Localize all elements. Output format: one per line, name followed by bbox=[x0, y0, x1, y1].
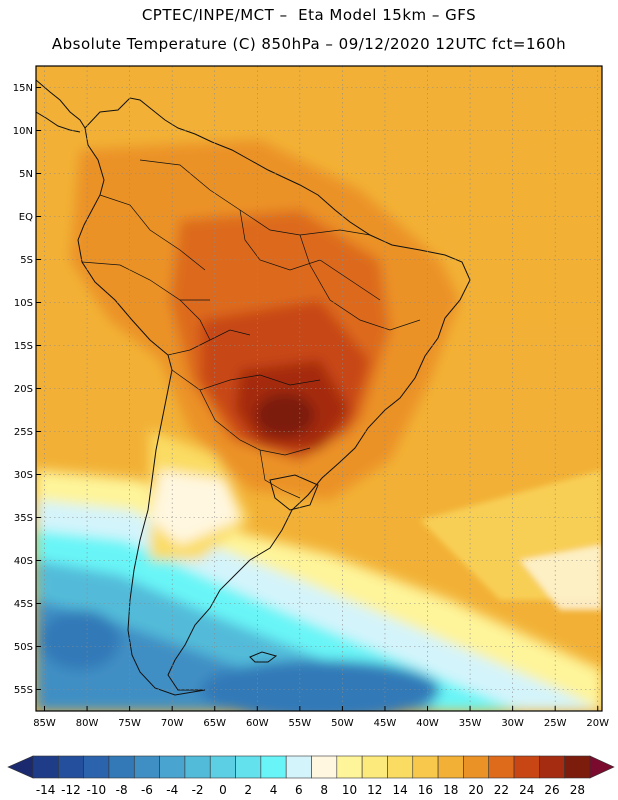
lat-label: 35S bbox=[14, 513, 33, 524]
colorbar-swatch bbox=[260, 755, 287, 779]
colorbar-label: -4 bbox=[166, 783, 178, 797]
colorbar-label: 16 bbox=[418, 783, 433, 797]
lat-label: 55S bbox=[14, 685, 33, 696]
colorbar-swatch bbox=[513, 755, 540, 779]
lat-label: 15N bbox=[13, 83, 33, 94]
colorbar-swatch bbox=[159, 755, 186, 779]
lat-lon-grid bbox=[36, 66, 602, 711]
temperature-field bbox=[36, 66, 602, 711]
colorbar-label: 2 bbox=[244, 783, 252, 797]
colorbar-label: 26 bbox=[544, 783, 559, 797]
chart-title-model: CPTEC/INPE/MCT – Eta Model 15km – GFS bbox=[141, 6, 477, 24]
lon-label: 30W bbox=[501, 718, 524, 729]
colorbar-swatch bbox=[83, 755, 110, 779]
colorbar-label: 20 bbox=[468, 783, 483, 797]
coastline-outlines bbox=[36, 79, 471, 696]
colorbar-swatch bbox=[108, 755, 135, 779]
colorbar-swatch bbox=[361, 755, 388, 779]
colorbar-swatch bbox=[235, 755, 262, 779]
colorbar-swatch bbox=[564, 755, 591, 779]
colorbar: -14 -12 -10 -8 -6 -4 -2 0 2 4 6 8 10 12 14 16 18 20 22 24 26… bbox=[7, 755, 615, 797]
colorbar-label: 8 bbox=[320, 783, 328, 797]
colorbar-swatch bbox=[463, 755, 490, 779]
lat-label: 30S bbox=[14, 470, 33, 481]
lat-label: 40S bbox=[14, 556, 33, 567]
lat-label: 20S bbox=[14, 384, 33, 395]
lon-label: 85W bbox=[33, 718, 56, 729]
colorbar-swatch bbox=[387, 755, 414, 779]
colorbar-swatch bbox=[412, 755, 439, 779]
colorbar-under-arrow bbox=[7, 755, 34, 779]
lat-label: EQ bbox=[19, 212, 33, 223]
map-frame bbox=[35, 65, 603, 712]
colorbar-swatch bbox=[311, 755, 338, 779]
colorbar-label: -6 bbox=[141, 783, 153, 797]
colorbar-label: 4 bbox=[270, 783, 278, 797]
lon-label: 65W bbox=[203, 718, 226, 729]
lat-label: 10S bbox=[14, 298, 33, 309]
uruguay-outline bbox=[269, 474, 319, 511]
lat-label: 50S bbox=[14, 642, 33, 653]
longitude-labels: 85W 80W 75W 70W 65W 60W 55W 50W 45W 40W 35W 30W 25W 2… bbox=[33, 718, 609, 729]
colorbar-label: 24 bbox=[519, 783, 534, 797]
colorbar-label: 22 bbox=[494, 783, 509, 797]
lon-label: 25W bbox=[544, 718, 567, 729]
colorbar-swatch bbox=[539, 755, 565, 779]
lon-label: 45W bbox=[374, 718, 397, 729]
lat-label: 5N bbox=[19, 169, 33, 180]
lon-label: 80W bbox=[76, 718, 99, 729]
colorbar-label: 28 bbox=[570, 783, 585, 797]
colorbar-swatch bbox=[285, 755, 312, 779]
colorbar-swatch bbox=[133, 755, 160, 779]
lon-label: 70W bbox=[161, 718, 184, 729]
colorbar-label: -14 bbox=[36, 783, 56, 797]
lat-label: 25S bbox=[14, 427, 33, 438]
colorbar-label: -2 bbox=[192, 783, 204, 797]
colorbar-swatch bbox=[58, 755, 84, 779]
lon-label: 55W bbox=[289, 718, 312, 729]
colorbar-label: 18 bbox=[443, 783, 458, 797]
lon-label: 35W bbox=[459, 718, 482, 729]
colorbar-label: 0 bbox=[219, 783, 227, 797]
lat-label: 5S bbox=[20, 255, 33, 266]
lat-label: 45S bbox=[14, 599, 33, 610]
chart-title-variable: Absolute Temperature (C) 850hPa – 09/12/… bbox=[51, 35, 567, 53]
colorbar-swatch bbox=[209, 755, 236, 779]
colorbar-swatch bbox=[184, 755, 211, 779]
lon-label: 50W bbox=[331, 718, 354, 729]
lon-label: 75W bbox=[118, 718, 141, 729]
colorbar-swatch bbox=[488, 755, 515, 779]
lon-label: 40W bbox=[416, 718, 439, 729]
lon-label: 20W bbox=[586, 718, 609, 729]
lon-label: 60W bbox=[246, 718, 269, 729]
colorbar-label: 6 bbox=[295, 783, 303, 797]
colorbar-over-arrow bbox=[589, 755, 615, 779]
colorbar-swatch bbox=[32, 755, 59, 779]
colorbar-label: -8 bbox=[116, 783, 128, 797]
colorbar-label: 10 bbox=[342, 783, 357, 797]
lat-label: 15S bbox=[14, 341, 33, 352]
colorbar-swatch bbox=[336, 755, 363, 779]
south-america-coastline bbox=[77, 97, 471, 696]
latitude-labels: 15N 10N 5N EQ 5S 10S 15S 20S 25S 30S 35S 40S 45S 50S 5… bbox=[13, 83, 33, 696]
colorbar-swatch bbox=[437, 755, 464, 779]
falkland-islands bbox=[249, 651, 278, 663]
lat-label: 10N bbox=[13, 126, 33, 137]
colorbar-label: -10 bbox=[86, 783, 106, 797]
colorbar-label: 12 bbox=[367, 783, 382, 797]
country-borders bbox=[81, 159, 421, 499]
colorbar-label: -12 bbox=[61, 783, 81, 797]
colorbar-label: 14 bbox=[392, 783, 407, 797]
